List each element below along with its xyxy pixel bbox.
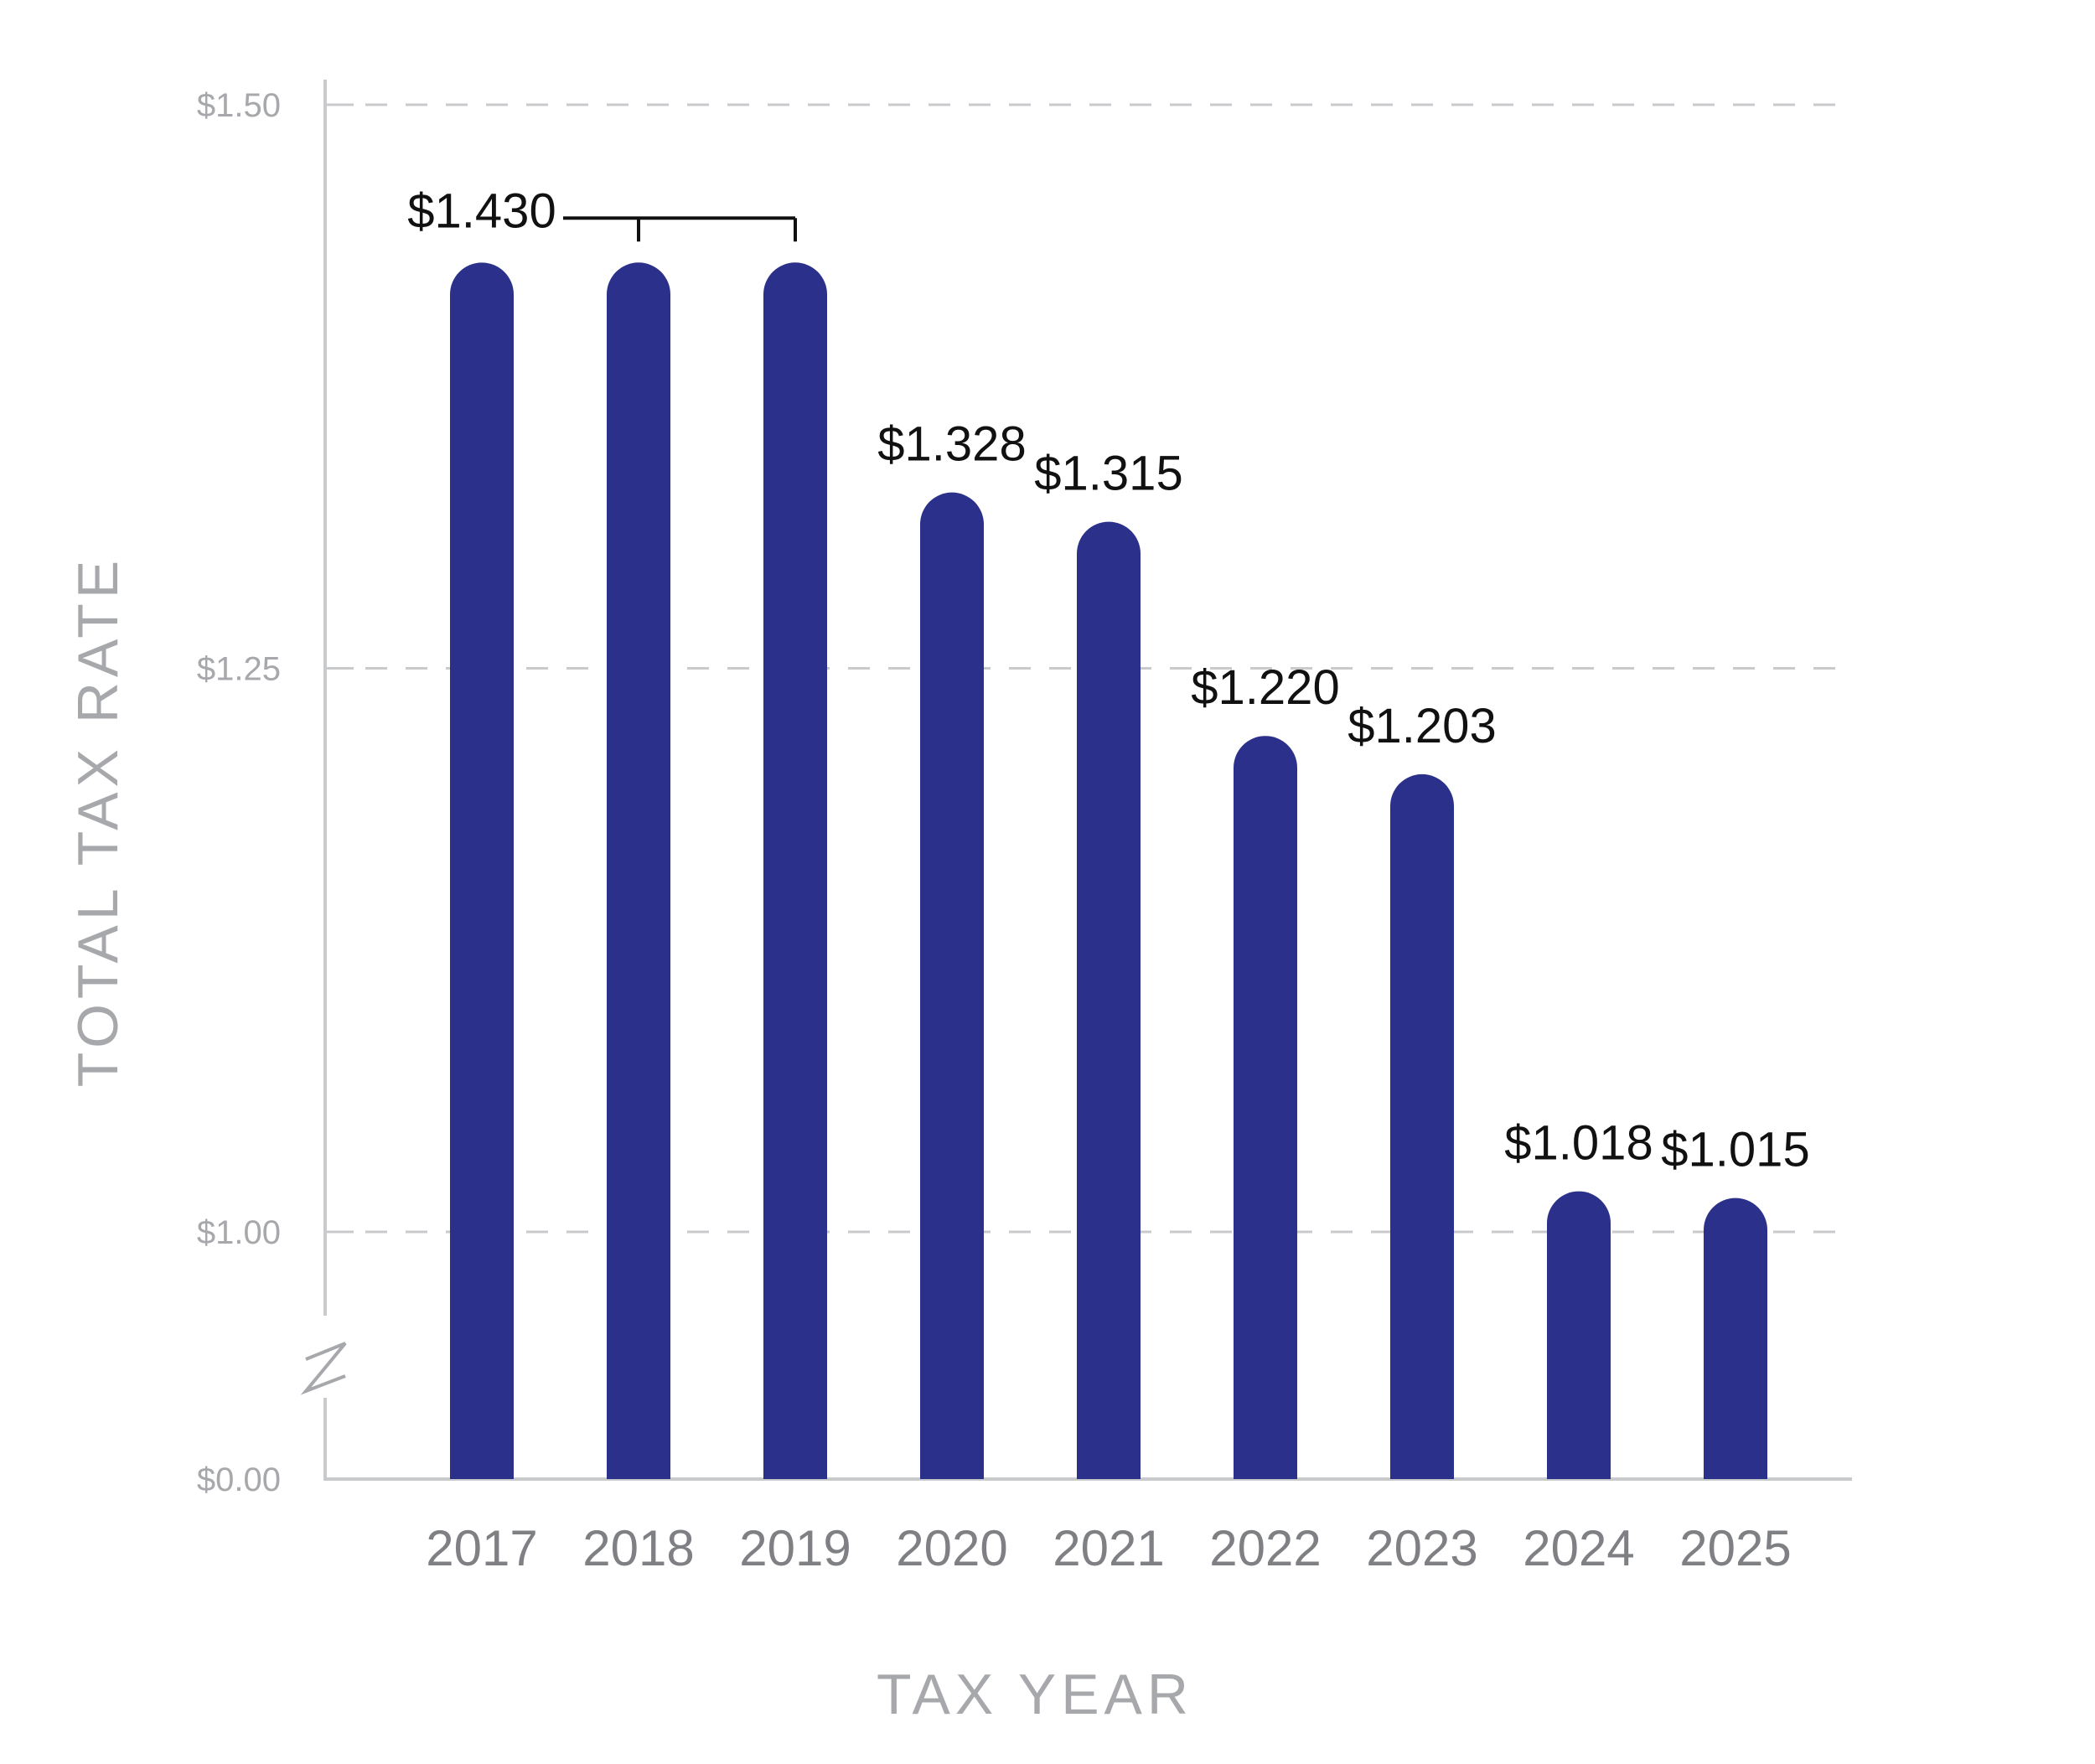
x-tick-label: 2021 bbox=[1053, 1520, 1164, 1576]
grid-lines bbox=[325, 103, 1852, 1234]
tick-labels: $0.00 $1.00 $1.25 $1.50 2017 2018 2019 2020 2021… bbox=[197, 87, 1792, 1576]
axis-break-icon bbox=[300, 1342, 347, 1395]
x-tick-label: 2022 bbox=[1209, 1520, 1321, 1576]
bar-2019 bbox=[763, 262, 827, 1479]
bar-2022 bbox=[1234, 736, 1297, 1479]
bar-2017 bbox=[450, 262, 514, 1479]
x-tick-label: 2017 bbox=[426, 1520, 537, 1576]
bars bbox=[450, 262, 1767, 1480]
value-label: $1.315 bbox=[1034, 447, 1182, 501]
bar-2018 bbox=[607, 262, 670, 1479]
x-tick-label: 2019 bbox=[739, 1520, 851, 1576]
value-label: $1.430 bbox=[407, 184, 556, 238]
x-tick-label: 2024 bbox=[1523, 1520, 1634, 1576]
bar-2023 bbox=[1390, 773, 1454, 1479]
value-label: $1.018 bbox=[1504, 1116, 1653, 1171]
y-axis-title: TOTAL TAX RATE bbox=[66, 556, 130, 1087]
x-tick-label: 2020 bbox=[896, 1520, 1007, 1576]
bar-2020 bbox=[920, 492, 984, 1480]
value-label: $1.328 bbox=[877, 417, 1026, 472]
bar-2024 bbox=[1547, 1191, 1611, 1479]
x-tick-label: 2023 bbox=[1366, 1520, 1477, 1576]
x-tick-label: 2018 bbox=[582, 1520, 694, 1576]
bar-2025 bbox=[1704, 1198, 1767, 1479]
x-tick-label: 2025 bbox=[1679, 1520, 1791, 1576]
value-label: $1.203 bbox=[1348, 699, 1496, 753]
y-tick-label: $1.00 bbox=[197, 1214, 281, 1251]
y-tick-label: $0.00 bbox=[197, 1461, 281, 1498]
y-tick-label: $1.25 bbox=[197, 651, 281, 688]
value-bracket bbox=[563, 216, 797, 242]
bar-2021 bbox=[1077, 521, 1141, 1479]
value-label: $1.015 bbox=[1661, 1123, 1809, 1177]
x-axis-title: TAX YEAR bbox=[877, 1663, 1193, 1726]
value-label: $1.220 bbox=[1191, 660, 1339, 715]
y-tick-label: $1.50 bbox=[197, 87, 281, 124]
data-labels: $1.430 $1.328$1.315 $1.220$1.203 $1.018 $1.0… bbox=[407, 184, 1809, 1177]
